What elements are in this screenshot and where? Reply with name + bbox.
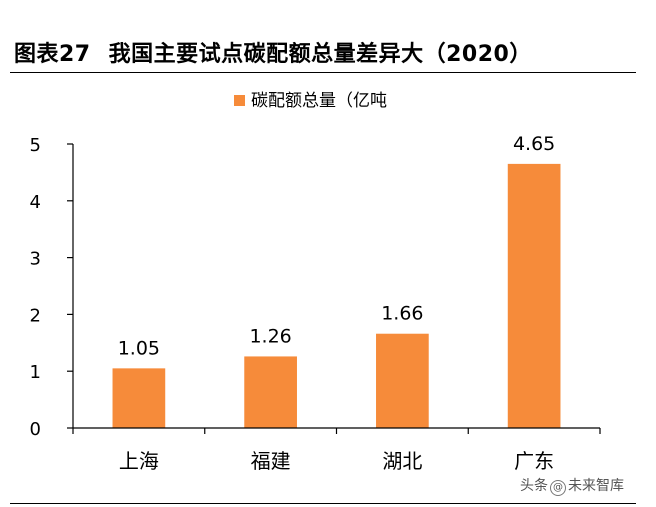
y-tick-label: 0 bbox=[30, 419, 41, 440]
figure-label: 图表27 bbox=[14, 42, 91, 67]
x-category-label: 福建 bbox=[251, 449, 291, 473]
legend: 碳配额总量（亿吨 bbox=[234, 91, 387, 111]
y-tick-label: 3 bbox=[30, 249, 41, 270]
figure-title-text: 我国主要试点碳配额总量差异大（2020） bbox=[108, 42, 532, 67]
watermark-name: 未来智库 bbox=[568, 478, 624, 494]
x-category-label: 上海 bbox=[119, 449, 159, 473]
x-axis: 上海 福建 湖北 广东 bbox=[72, 427, 601, 473]
legend-swatch bbox=[234, 95, 245, 106]
bar bbox=[112, 368, 166, 428]
y-tick-label: 5 bbox=[30, 135, 41, 156]
y-tick-label: 4 bbox=[30, 192, 41, 213]
watermark-prefix: 头条 bbox=[520, 478, 548, 494]
figure-header: 图表27 我国主要试点碳配额总量差异大（2020） bbox=[10, 36, 636, 73]
y-axis: 0 1 2 3 4 5 bbox=[30, 135, 74, 440]
x-category-label: 湖北 bbox=[382, 449, 422, 473]
watermark: 头条 @ 未来智库 bbox=[520, 475, 624, 496]
bar-value-label: 1.05 bbox=[118, 337, 160, 359]
figure-title: 图表27 我国主要试点碳配额总量差异大（2020） bbox=[14, 36, 532, 68]
bars: 1.05 1.26 1.66 4.65 bbox=[112, 133, 561, 428]
bar-value-label: 4.65 bbox=[513, 133, 555, 155]
bar bbox=[244, 356, 297, 428]
x-category-label: 广东 bbox=[514, 449, 554, 473]
bar-value-label: 1.66 bbox=[381, 303, 423, 325]
y-tick-label: 2 bbox=[30, 305, 41, 326]
bar bbox=[376, 333, 429, 428]
watermark-at-icon: @ bbox=[550, 480, 566, 496]
bar-value-label: 1.26 bbox=[249, 325, 291, 347]
y-tick-label: 1 bbox=[30, 362, 41, 383]
bottom-rule bbox=[10, 503, 636, 504]
bar bbox=[507, 163, 561, 428]
legend-label: 碳配额总量（亿吨 bbox=[251, 91, 387, 111]
